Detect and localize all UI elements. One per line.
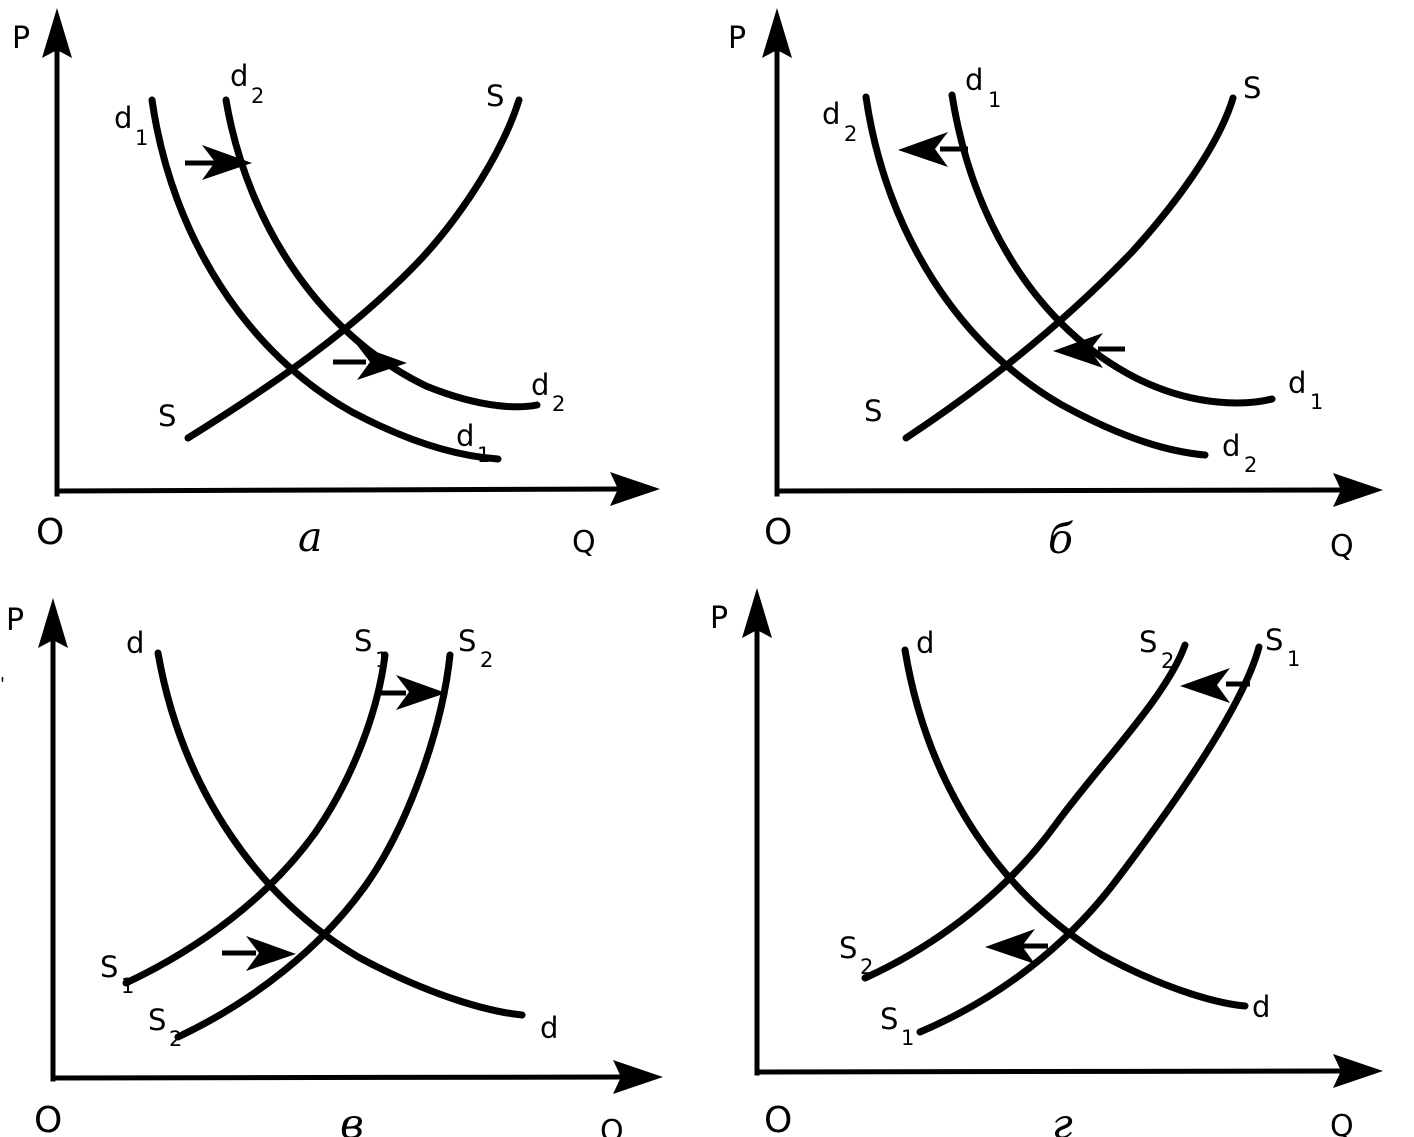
origin-label: O — [764, 1100, 792, 1137]
shift-arrow-right-icon — [380, 675, 446, 710]
supply-curve-s1 — [916, 643, 1263, 1036]
origin-label: O — [764, 512, 792, 553]
label-d1-top: d1 — [965, 63, 1001, 112]
label-s-top: S — [486, 79, 504, 113]
shift-arrow-left-icon — [898, 132, 968, 167]
label-s1-left: S1 — [100, 950, 134, 998]
demand-curve-d1 — [948, 91, 1276, 407]
panel-g: P O Q г d S2 S1 S2 S1 d — [710, 588, 1383, 1137]
demand-curve-d — [901, 646, 1249, 1010]
label-d1-right: d1 — [1288, 366, 1323, 414]
shift-arrow-left-icon — [1053, 333, 1125, 368]
label-s1-left: S1 — [880, 1002, 914, 1050]
y-axis-label: P — [12, 21, 30, 56]
x-axis — [54, 486, 621, 494]
demand-curve-d2 — [862, 93, 1209, 459]
x-axis — [754, 1068, 1343, 1075]
demand-curve-d1 — [148, 96, 502, 463]
origin-label: O — [34, 1100, 62, 1137]
x-axis-label: Q — [1330, 1109, 1354, 1137]
shift-arrow-left-icon — [985, 929, 1048, 964]
label-s2-left: S2 — [148, 1003, 182, 1051]
panel-letter: в — [340, 1100, 364, 1137]
x-axis-label: Q — [1330, 529, 1354, 564]
label-d1-top: d1 — [114, 101, 148, 150]
y-axis-label: P — [710, 601, 728, 636]
supply-curve-s — [184, 96, 523, 442]
label-d-right: d — [1252, 990, 1270, 1024]
x-axis — [50, 1074, 623, 1081]
shift-arrow-right-icon — [185, 145, 252, 180]
panel-letter: б — [1048, 515, 1074, 563]
label-d-top: d — [126, 626, 144, 660]
panel-a: P O Q a d1 d2 S S d2 d1 — [12, 8, 660, 561]
x-axis — [774, 487, 1344, 494]
supply-curve-s1 — [122, 651, 389, 987]
label-s2-top: S2 — [1139, 625, 1174, 673]
panel-letter: a — [298, 513, 322, 561]
supply-curve-s2 — [861, 641, 1189, 982]
label-s2-left: S2 — [839, 931, 873, 979]
panel-b: P O Q б d1 d2 S S d1 d2 — [728, 8, 1383, 564]
panel-letter: г — [1052, 1100, 1073, 1137]
y-axis-label: P — [728, 21, 746, 56]
x-axis-label: Q — [572, 525, 596, 560]
label-d2-top: d2 — [230, 59, 264, 108]
label-d2-right: d2 — [1222, 429, 1257, 477]
supply-curve-s2 — [174, 651, 454, 1041]
label-d2-top: d2 — [822, 97, 857, 146]
panel-v: P ' O Q в d S1 S2 S1 S2 d — [0, 598, 663, 1137]
shift-arrow-left-icon — [1180, 668, 1250, 703]
label-s1-top: S1 — [1265, 623, 1300, 671]
scan-artifact-mark: ' — [0, 674, 5, 695]
label-d2-right: d2 — [531, 368, 565, 416]
label-s1-top: S1 — [354, 624, 388, 672]
demand-curve-d — [154, 649, 526, 1019]
label-s-bottom: S — [864, 394, 882, 428]
label-d-top: d — [916, 626, 934, 660]
label-s2-top: S2 — [458, 624, 493, 672]
label-s-bottom: S — [158, 399, 176, 433]
shift-arrow-right-icon — [222, 936, 296, 971]
x-axis-label: Q — [600, 1114, 624, 1137]
label-s-top: S — [1243, 71, 1261, 105]
label-d-right: d — [540, 1011, 558, 1045]
shift-arrow-right-icon — [333, 345, 407, 380]
origin-label: O — [36, 512, 64, 553]
label-d1-right: d1 — [456, 419, 490, 467]
y-axis-label: P — [6, 603, 24, 638]
supply-curve-s — [902, 94, 1237, 442]
